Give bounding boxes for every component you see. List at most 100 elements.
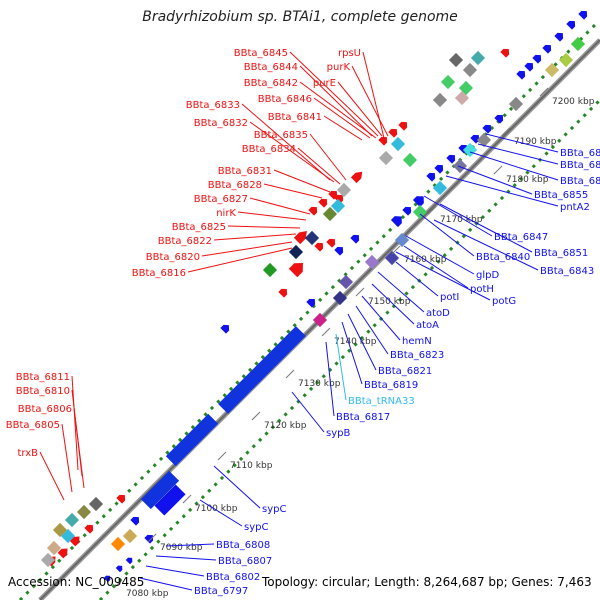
gene-label: hemN <box>402 336 432 347</box>
label-leader <box>377 271 425 313</box>
tick-mark <box>113 579 123 589</box>
gene-block <box>76 504 92 520</box>
gene-label: sypC <box>262 504 286 515</box>
gene-label: BBta_6822 <box>158 236 212 247</box>
gene-block <box>122 528 138 544</box>
gene-block <box>262 262 278 278</box>
label-leader <box>71 375 79 471</box>
forward-gene <box>388 128 398 138</box>
gene-label: BBta_6862 <box>560 148 600 159</box>
gene-label: sypC <box>244 522 268 533</box>
tick-labels: 7080 kbp 7090 kbp 7100 kbp 7110 kbp 7120 kbp… <box>113 87 595 599</box>
reverse-gene <box>494 114 504 124</box>
reverse-gene <box>220 324 230 334</box>
label-leader <box>347 313 377 371</box>
gene-block <box>304 230 320 246</box>
reverse-gene <box>434 164 444 174</box>
label-leader <box>362 51 385 139</box>
label-leader <box>249 121 335 183</box>
gene-block <box>312 312 328 328</box>
gene-label: BBta_6802 <box>206 572 260 583</box>
label-leader <box>439 203 533 253</box>
gene-block <box>470 50 486 66</box>
reverse-gene <box>154 484 186 516</box>
gene-label: BBta_6833 <box>186 100 240 111</box>
label-leader <box>241 103 331 181</box>
tick-mark <box>493 165 503 175</box>
label-leader <box>469 151 559 181</box>
label-leader <box>165 543 215 547</box>
label-leader <box>395 261 439 297</box>
tick-label: 7110 kbp <box>230 461 273 471</box>
label-leader <box>355 305 389 355</box>
forward-gene <box>57 548 68 559</box>
gene-label: atoD <box>426 308 450 319</box>
gene-block <box>88 496 104 512</box>
label-leader <box>351 65 389 137</box>
gene-label: BBta_6831 <box>218 166 272 177</box>
reverse-gene <box>542 44 552 54</box>
reverse-gene <box>165 413 219 467</box>
gene-label: BBta_6851 <box>534 248 588 259</box>
gene-block <box>508 96 524 112</box>
label-leader <box>457 165 533 195</box>
gene-block <box>394 232 410 248</box>
reverse-gene <box>524 62 534 72</box>
gene-block <box>402 152 418 168</box>
tick-label: 7180 kbp <box>506 175 549 185</box>
gene-label: BBta_6819 <box>364 380 418 391</box>
gene-block <box>110 536 126 552</box>
label-leader <box>299 65 373 137</box>
gene-block <box>364 254 380 270</box>
stats-label: Topology: circular; Length: 8,264,687 bp… <box>262 575 592 589</box>
reverse-gene <box>144 534 154 544</box>
gene-label: BBta_6825 <box>172 222 226 233</box>
gene-block <box>330 198 346 214</box>
reverse-gene <box>482 124 492 134</box>
tick-label: 7140 kbp <box>334 337 377 347</box>
gene-label: BBta_6832 <box>194 118 248 129</box>
label-leader <box>39 451 65 501</box>
tick-label: 7200 kbp <box>552 97 595 107</box>
reverse-gene <box>390 216 402 228</box>
reverse-gene <box>470 134 480 144</box>
gene-label: BBta_6843 <box>540 266 594 277</box>
forward-gene <box>378 136 388 146</box>
label-leader <box>323 115 363 141</box>
gene-label: potG <box>492 296 516 307</box>
gene-label: BBta_6817 <box>336 412 390 423</box>
gene-block <box>64 512 80 528</box>
reverse-gene <box>554 32 564 42</box>
gene-label: rpsU <box>338 48 361 59</box>
tick-mark <box>427 205 437 215</box>
label-leader <box>485 133 559 153</box>
tick-label: 7090 kbp <box>160 543 203 553</box>
gene-block <box>544 62 560 78</box>
gene-label: BBta_6834 <box>242 144 296 155</box>
tick-label: 7100 kbp <box>195 504 238 514</box>
label-leader <box>297 147 341 185</box>
gene-block <box>448 52 464 68</box>
gene-block <box>46 540 62 556</box>
reverse-gene <box>566 20 576 30</box>
gene-block <box>440 74 456 90</box>
gene-block <box>570 36 586 52</box>
label-leader <box>337 81 383 137</box>
gene-label: BBta_6841 <box>268 112 322 123</box>
gene-label: purE <box>313 78 336 89</box>
forward-gene <box>500 48 510 58</box>
tick-mark <box>501 127 511 137</box>
forward-gene <box>326 238 336 248</box>
gene-label: BBta_6810 <box>16 386 70 397</box>
label-leader <box>395 251 491 301</box>
label-leader <box>213 233 297 241</box>
reverse-gene <box>125 557 133 565</box>
gene-label: BBta_6847 <box>494 232 548 243</box>
gene-label: trxB <box>17 448 38 459</box>
tick-mark <box>391 245 401 255</box>
tick-label: 7150 kbp <box>368 297 411 307</box>
label-leader <box>213 465 261 509</box>
tick-mark <box>217 451 227 461</box>
reverse-gene <box>532 54 542 64</box>
forward-gene <box>314 242 324 252</box>
